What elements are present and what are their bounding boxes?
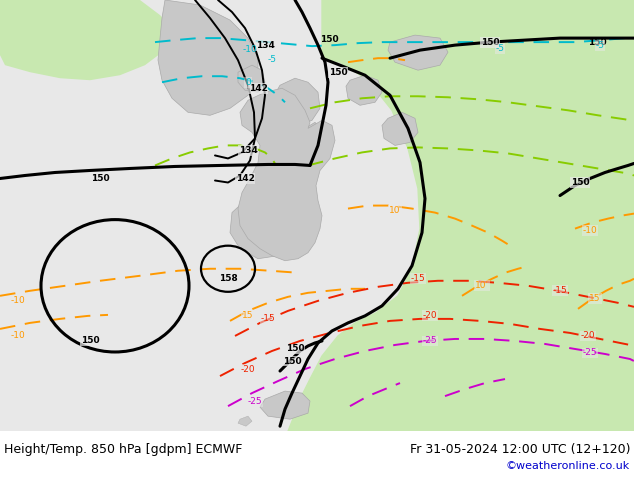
Polygon shape [238, 65, 265, 92]
Text: -25: -25 [248, 396, 262, 406]
Text: 15: 15 [589, 294, 601, 303]
Polygon shape [275, 78, 320, 125]
Text: 10: 10 [389, 206, 401, 215]
Text: 158: 158 [219, 274, 237, 283]
Text: -20: -20 [241, 365, 256, 373]
Text: Height/Temp. 850 hPa [gdpm] ECMWF: Height/Temp. 850 hPa [gdpm] ECMWF [4, 443, 242, 456]
Text: 150: 150 [320, 35, 339, 44]
Text: 150: 150 [328, 68, 347, 77]
Polygon shape [288, 0, 634, 431]
Polygon shape [238, 88, 335, 261]
Polygon shape [293, 143, 318, 178]
Polygon shape [0, 0, 175, 80]
Text: 150: 150 [481, 38, 500, 47]
Text: 150: 150 [588, 38, 607, 47]
Polygon shape [30, 0, 145, 60]
Text: -10: -10 [243, 45, 257, 54]
Polygon shape [260, 391, 310, 419]
Text: -20: -20 [581, 331, 595, 341]
Text: -10: -10 [11, 296, 25, 305]
Text: 15: 15 [242, 311, 254, 320]
Polygon shape [346, 75, 382, 105]
Text: -5: -5 [268, 55, 276, 64]
Text: 150: 150 [286, 344, 304, 353]
Polygon shape [274, 143, 298, 171]
Text: -25: -25 [583, 348, 597, 358]
Text: -5: -5 [496, 44, 505, 52]
Text: 142: 142 [236, 174, 254, 183]
Text: -5: -5 [595, 41, 604, 49]
Text: ©weatheronline.co.uk: ©weatheronline.co.uk [506, 461, 630, 470]
Text: -20: -20 [423, 311, 437, 320]
Polygon shape [230, 196, 295, 259]
Text: -10: -10 [583, 226, 597, 235]
Text: 134: 134 [238, 146, 257, 155]
Text: 10': 10' [475, 281, 489, 290]
Text: 142: 142 [249, 84, 268, 93]
Text: -15: -15 [411, 274, 425, 283]
Polygon shape [0, 0, 634, 431]
Polygon shape [158, 0, 258, 115]
Text: -15: -15 [261, 315, 275, 323]
Polygon shape [292, 122, 322, 166]
Text: -25: -25 [423, 337, 437, 345]
Text: -15: -15 [553, 286, 567, 295]
Polygon shape [382, 112, 418, 146]
Text: 134: 134 [256, 41, 275, 49]
Text: 150: 150 [91, 174, 109, 183]
Polygon shape [388, 35, 448, 70]
Text: 150: 150 [283, 357, 301, 366]
Polygon shape [254, 94, 282, 122]
Text: 150: 150 [571, 178, 590, 187]
Text: -10: -10 [11, 331, 25, 341]
Polygon shape [238, 416, 252, 426]
Text: 150: 150 [81, 337, 100, 345]
Text: 0: 0 [245, 78, 251, 87]
Text: Fr 31-05-2024 12:00 UTC (12+120): Fr 31-05-2024 12:00 UTC (12+120) [410, 443, 630, 456]
